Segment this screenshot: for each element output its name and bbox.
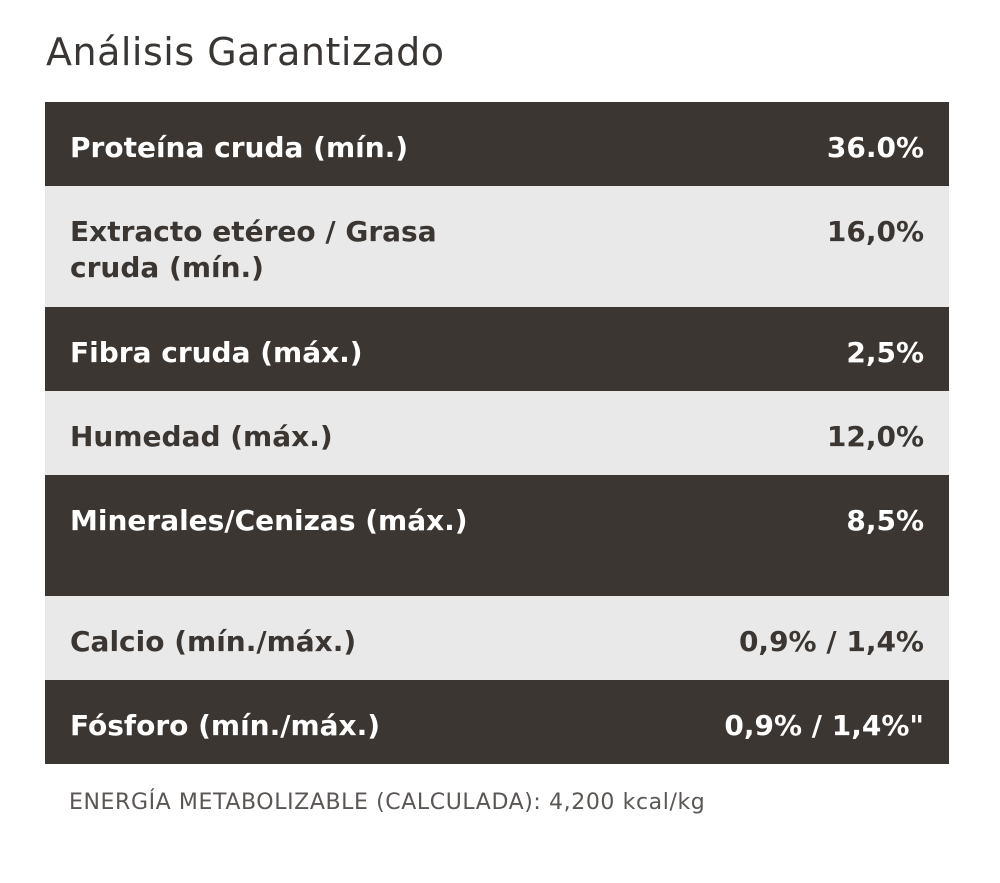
table-row: Proteína cruda (mín.) 36.0% (45, 102, 949, 186)
energy-footnote: ENERGÍA METABOLIZABLE (CALCULADA): 4,200… (69, 790, 706, 815)
table-row: Extracto etéreo / Grasa cruda (mín.) 16,… (45, 186, 949, 307)
row-label: Fibra cruda (máx.) (70, 336, 363, 369)
row-value: 0,9% / 1,4% (738, 625, 924, 658)
table-row: Fibra cruda (máx.) 2,5% (45, 307, 949, 391)
table-row: Fósforo (mín./máx.) 0,9% / 1,4%" (45, 680, 949, 764)
table-row: Calcio (mín./máx.) 0,9% / 1,4% (45, 596, 949, 680)
row-label: Fósforo (mín./máx.) (70, 709, 381, 742)
row-value: 8,5% (846, 504, 924, 537)
table-row: Minerales/Cenizas (máx.) 8,5% (45, 475, 949, 596)
row-value: 0,9% / 1,4%" (724, 709, 924, 742)
row-value: 2,5% (846, 336, 924, 369)
row-value: 36.0% (826, 131, 924, 164)
row-value: 16,0% (826, 215, 924, 248)
analysis-table: Proteína cruda (mín.) 36.0% Extracto eté… (45, 102, 949, 764)
row-label: Humedad (máx.) (70, 420, 333, 453)
table-row: Humedad (máx.) 12,0% (45, 391, 949, 475)
row-label: Extracto etéreo / Grasa cruda (mín.) (70, 215, 437, 284)
row-value: 12,0% (826, 420, 924, 453)
row-label: Calcio (mín./máx.) (70, 625, 357, 658)
row-label: Proteína cruda (mín.) (70, 131, 409, 164)
row-label: Minerales/Cenizas (máx.) (70, 504, 468, 537)
page-title: Análisis Garantizado (46, 30, 445, 74)
